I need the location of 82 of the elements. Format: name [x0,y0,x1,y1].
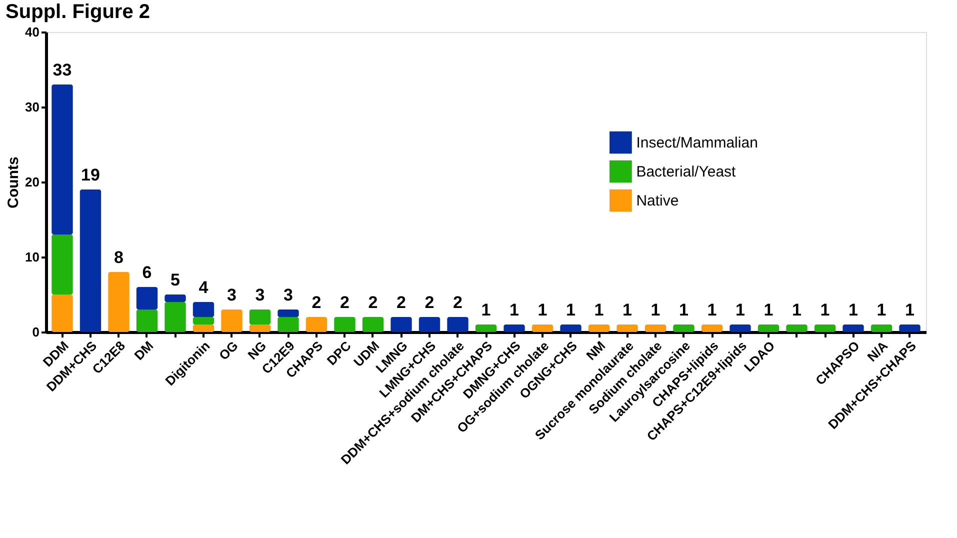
bar [870,324,892,332]
total-label: 2 [453,293,462,312]
bar [52,84,73,234]
bar [701,324,723,332]
bar [192,324,214,332]
total-label: 8 [114,248,124,267]
bar [164,302,186,332]
bar [390,317,412,332]
bar [164,294,186,302]
total-label: 1 [538,300,548,320]
y-tick-label: 20 [25,174,40,190]
bar [504,324,525,332]
total-label: 3 [284,286,293,304]
y-tick-label: 0 [32,324,40,340]
bar [192,302,214,317]
total-label: 2 [312,293,322,312]
total-label: 1 [820,300,830,320]
bar [475,324,497,332]
total-label: 2 [396,293,406,312]
bar [306,317,328,332]
total-label: 4 [198,278,209,297]
bar [80,190,102,332]
bar [842,324,864,332]
y-axis-title: Counts [5,156,22,208]
bar [108,272,130,332]
total-label: 1 [876,300,886,320]
bar [334,317,356,332]
y-tick-label: 10 [25,250,40,264]
bar [418,317,440,332]
total-label: 1 [510,300,519,320]
bar [52,234,73,294]
total-label: 5 [170,270,180,290]
y-tick-label: 40 [25,24,40,40]
total-label: 1 [792,300,802,320]
total-label: 1 [622,300,632,320]
bar [560,324,582,332]
legend-label: Native [636,192,679,210]
total-label: 1 [707,300,717,320]
total-label: 1 [848,300,858,320]
bar [786,324,808,332]
bar [249,310,271,324]
bar [447,317,468,332]
total-label: 33 [52,60,72,80]
total-label: 2 [424,293,434,312]
total-label: 3 [227,286,236,304]
y-tick-label: 30 [25,100,40,114]
bar [221,310,242,332]
bar [758,324,780,332]
bar [136,287,158,310]
bar [616,324,638,332]
bar [278,310,299,317]
total-label: 1 [650,300,660,320]
bar [278,317,299,332]
x-tick-label: DM [131,338,156,363]
bar [136,310,158,332]
bar [588,324,610,332]
chart-title: Suppl. Figure 2 [6,1,150,23]
legend-label: Insect/Mammalian [636,134,758,152]
total-label: 1 [736,300,745,320]
bar [52,294,73,332]
bar [532,324,554,332]
total-label: 1 [764,300,774,320]
total-label: 2 [340,293,350,312]
bar [899,324,920,332]
total-label: 1 [594,300,604,320]
bar [730,324,751,332]
bar [192,317,214,324]
total-label: 1 [905,300,914,320]
legend-label: Bacterial/Yeast [636,164,737,180]
total-label: 19 [81,166,100,184]
x-tick-label: OG [216,338,241,363]
bar [673,324,694,332]
bar [249,324,271,332]
total-label: 1 [481,300,491,320]
total-label: 1 [679,300,688,320]
bar [644,324,666,332]
total-label: 6 [142,263,152,282]
total-label: 1 [566,300,576,320]
bar [362,317,384,332]
total-label: 3 [255,286,265,304]
total-label: 2 [368,293,378,312]
bar [814,324,836,332]
